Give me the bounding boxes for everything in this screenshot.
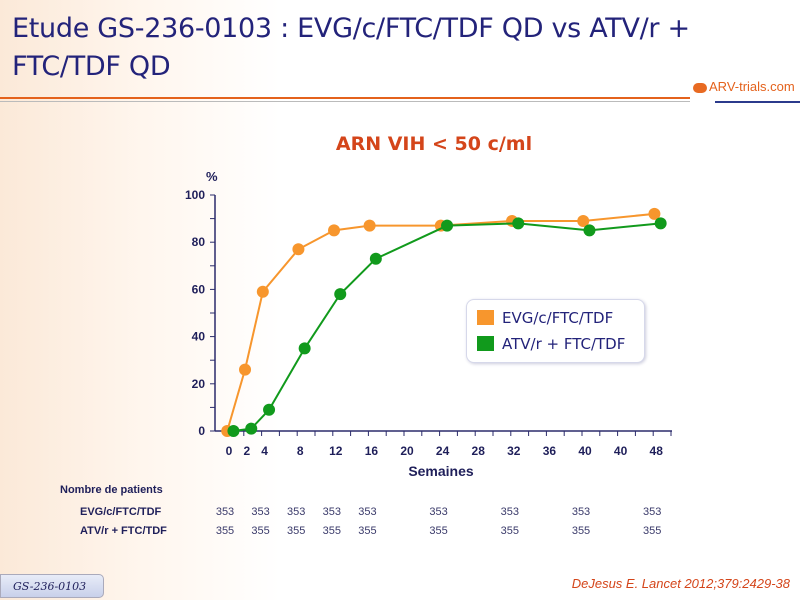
patients-heading: Nombre de patients (60, 484, 163, 496)
x-tick-label: 28 (472, 444, 486, 458)
series-line-0 (226, 212, 655, 432)
data-point (512, 217, 525, 230)
patient-count: 353 (643, 506, 662, 518)
patient-count: 353 (287, 506, 306, 518)
patient-count: 353 (500, 506, 519, 518)
x-tick-label: 32 (507, 444, 521, 458)
patient-count: 355 (358, 525, 377, 537)
data-point (654, 217, 667, 230)
data-point (328, 224, 341, 237)
x-tick-label: 40 (578, 444, 592, 458)
y-tick-label: 60 (192, 282, 206, 296)
data-point (298, 342, 311, 355)
legend-label: EVG/c/FTC/TDF (502, 309, 614, 327)
patient-count: 355 (500, 525, 519, 537)
data-point (369, 252, 382, 265)
patient-count: 355 (251, 525, 270, 537)
data-point (583, 224, 596, 237)
x-axis-label: Semaines (408, 463, 474, 479)
title-divider-grey (0, 101, 690, 102)
x-tick-label: 16 (365, 444, 379, 458)
patient-count: 355 (571, 525, 591, 537)
data-point (292, 243, 305, 256)
legend-swatch (477, 310, 494, 325)
patient-count: 353 (429, 506, 448, 518)
y-tick-label: 100 (185, 188, 205, 202)
data-point (227, 425, 240, 437)
data-point (363, 219, 376, 232)
x-tick-label: 2 (243, 444, 250, 458)
patients-row-label: EVG/c/FTC/TDF (80, 506, 162, 518)
x-tick-label: 48 (650, 444, 664, 458)
x-tick-label: 12 (329, 444, 343, 458)
data-point (245, 422, 258, 435)
citation: DeJesus E. Lancet 2012;379:2429-38 (571, 576, 790, 591)
data-point (334, 288, 347, 301)
data-point (263, 403, 276, 416)
chart-title: ARN VIH < 50 c/ml (335, 133, 533, 155)
x-tick-label: 4 (261, 444, 268, 458)
pill-icon (693, 82, 707, 93)
y-axis-label: % (206, 169, 218, 184)
legend-swatch (477, 336, 494, 351)
data-point (648, 207, 661, 220)
patient-count: 355 (215, 525, 235, 537)
y-tick-label: 80 (192, 235, 206, 249)
chart-legend: EVG/c/FTC/TDF ATV/r + FTC/TDF (466, 299, 645, 363)
logo-text: ARV-trials.com (709, 79, 795, 94)
patient-count: 353 (322, 506, 341, 518)
patient-count: 353 (251, 506, 270, 518)
patient-count: 355 (322, 525, 341, 537)
patient-count: 355 (287, 525, 306, 537)
x-tick-label: 0 (226, 444, 233, 458)
patient-count: 353 (215, 506, 235, 518)
study-badge: GS-236-0103 (0, 574, 104, 598)
patient-count: 355 (429, 525, 448, 537)
y-tick-label: 0 (198, 424, 205, 438)
patient-count: 353 (571, 506, 591, 518)
title-divider (0, 97, 690, 99)
data-point (441, 219, 454, 232)
data-point (577, 214, 590, 227)
y-tick-label: 20 (192, 377, 206, 391)
slide-title: Etude GS-236-0103 : EVG/c/FTC/TDF QD vs … (12, 13, 690, 82)
x-tick-label: 36 (543, 444, 557, 458)
series-line-1 (233, 222, 661, 432)
data-point (239, 363, 252, 376)
legend-item-atv: ATV/r + FTC/TDF (477, 335, 625, 353)
patients-row-label: ATV/r + FTC/TDF (80, 525, 167, 537)
patient-count: 353 (358, 506, 377, 518)
x-tick-label: 8 (297, 444, 304, 458)
x-tick-label: 40 (614, 444, 628, 458)
x-tick-label: 24 (436, 444, 450, 458)
legend-label: ATV/r + FTC/TDF (502, 335, 626, 353)
arv-trials-logo: ARV-trials.com (693, 79, 795, 94)
patient-count: 355 (643, 525, 662, 537)
y-tick-label: 40 (192, 330, 206, 344)
x-tick-label: 20 (400, 444, 414, 458)
data-point (256, 285, 269, 298)
title-divider-blue (715, 101, 800, 103)
legend-item-evg: EVG/c/FTC/TDF (477, 309, 613, 327)
